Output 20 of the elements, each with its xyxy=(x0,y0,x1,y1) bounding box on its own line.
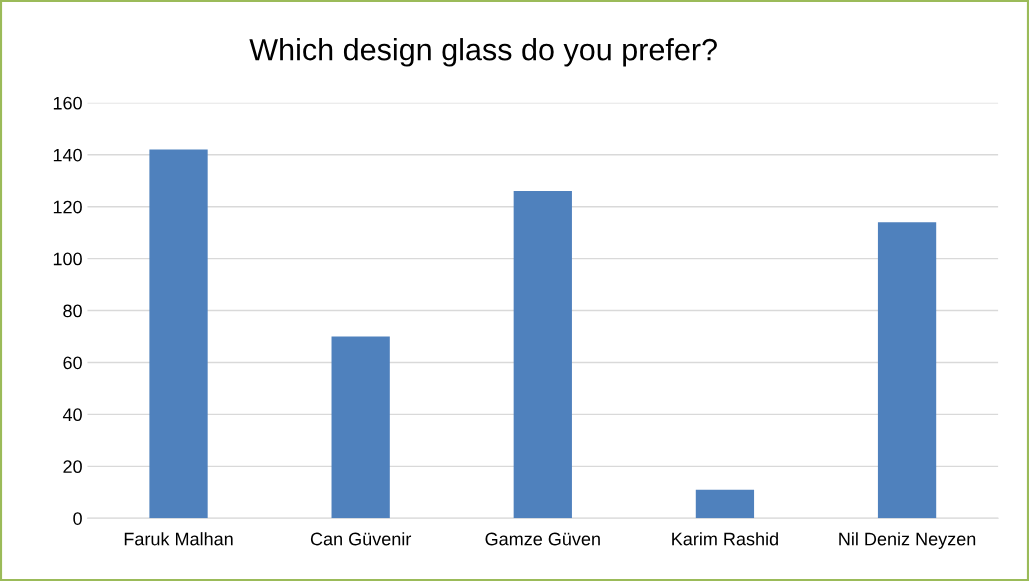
bar xyxy=(513,191,572,519)
y-tick-label: 20 xyxy=(63,460,82,474)
y-tick-label: 160 xyxy=(53,96,82,110)
bar xyxy=(695,489,755,519)
y-tick-label: 40 xyxy=(62,408,82,422)
y-tick-label: 0 xyxy=(73,512,82,525)
chart-title: Which design glass do you prefer? xyxy=(249,38,717,67)
bar xyxy=(877,222,937,519)
bar xyxy=(331,336,390,519)
x-tick-label: Nil Deniz Neyzen xyxy=(839,532,976,549)
y-tick-label: 80 xyxy=(63,304,82,318)
y-tick-label: 60 xyxy=(63,356,82,370)
y-tick-label: 120 xyxy=(53,200,82,214)
x-tick-label: Karim Rashid xyxy=(672,532,778,546)
y-tick-label: 140 xyxy=(53,148,82,162)
x-tick-label: Can Güvenir xyxy=(310,532,412,546)
x-tick-label: Faruk Malhan xyxy=(124,532,233,546)
y-tick-label: 100 xyxy=(53,252,82,266)
x-tick-label: Gamze Güven xyxy=(485,532,600,546)
bar xyxy=(149,149,208,519)
